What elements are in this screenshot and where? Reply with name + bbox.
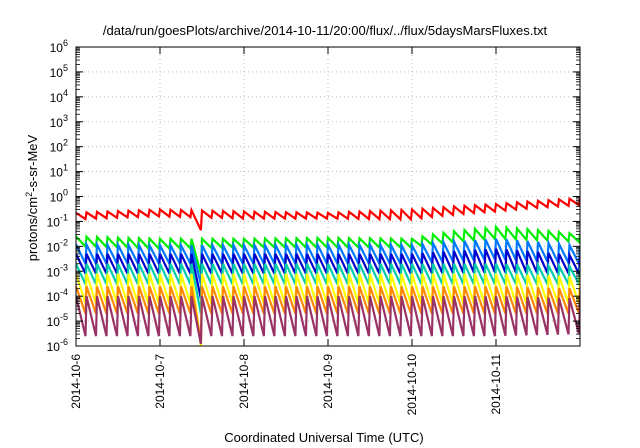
x-tick-label: 2014-10-8 [237, 354, 251, 409]
axis-ticks [75, 46, 580, 347]
series-line-7 [76, 285, 580, 342]
x-tick-label: 2014-10-6 [69, 354, 83, 409]
y-tick-labels: 10-610-510-410-310-210-11001011021031041… [47, 38, 68, 354]
y-tick-base: 10 [50, 191, 64, 205]
y-tick-base: 10 [50, 41, 64, 55]
y-tick-label: 106 [50, 38, 68, 55]
y-axis-label-part-2: -s-sr-MeV [25, 134, 40, 191]
x-tick-label: 2014-10-9 [321, 354, 335, 409]
plot-area [76, 196, 580, 346]
x-tick-label: 2014-10-7 [153, 354, 167, 409]
y-tick-base: 10 [47, 340, 61, 354]
y-tick-base: 10 [50, 116, 64, 130]
y-tick-base: 10 [47, 290, 61, 304]
y-tick-exponent: -5 [60, 312, 68, 322]
y-tick-base: 10 [50, 91, 64, 105]
y-tick-exponent: 4 [63, 88, 68, 98]
x-tick-label: 2014-10-11 [489, 354, 503, 415]
series-line-6 [76, 273, 580, 346]
y-tick-label: 102 [50, 138, 68, 155]
y-tick-base: 10 [47, 215, 61, 229]
y-tick-label: 103 [50, 113, 68, 130]
x-axis-label: Coordinated Universal Time (UTC) [224, 430, 423, 445]
y-tick-exponent: -1 [60, 212, 68, 222]
y-tick-label: 105 [50, 63, 68, 80]
y-tick-label: 100 [50, 188, 68, 205]
x-tick-labels: 2014-10-6 2014-10-7 2014-10-8 2014-10-9 2014… [69, 354, 503, 416]
y-tick-exponent: 5 [63, 63, 68, 73]
y-tick-label: 104 [50, 88, 68, 105]
y-tick-label: 10-1 [47, 212, 68, 229]
y-tick-base: 10 [50, 66, 64, 80]
y-tick-base: 10 [47, 240, 61, 254]
y-tick-base: 10 [50, 141, 64, 155]
y-tick-exponent: -2 [60, 237, 68, 247]
series-line-2 [76, 224, 580, 274]
y-tick-base: 10 [50, 166, 64, 180]
series-line-4 [76, 248, 580, 299]
x-tick-label: 2014-10-10 [405, 354, 419, 416]
y-tick-label: 10-2 [47, 237, 68, 254]
y-axis-label-part-1: protons/cm [25, 197, 40, 261]
y-tick-exponent: 2 [63, 138, 68, 148]
y-tick-label: 101 [50, 163, 68, 180]
series-line-8 [76, 295, 580, 345]
y-tick-exponent: 1 [63, 163, 68, 173]
y-tick-base: 10 [47, 265, 61, 279]
y-axis-label: protons/cm2-s-sr-MeV [24, 134, 40, 261]
series-line-5 [76, 260, 580, 314]
series-line-3 [76, 237, 580, 285]
y-tick-exponent: 0 [63, 188, 68, 198]
y-tick-label: 10-5 [47, 312, 68, 329]
y-tick-base: 10 [47, 315, 61, 329]
y-tick-label: 10-4 [47, 287, 68, 304]
chart-title: /data/run/goesPlots/archive/2014-10-11/2… [103, 23, 548, 38]
y-tick-exponent: 3 [63, 113, 68, 123]
y-tick-exponent: 6 [63, 38, 68, 48]
y-tick-exponent: -4 [60, 287, 68, 297]
y-tick-exponent: -6 [60, 337, 68, 347]
series-line-1 [76, 196, 580, 231]
y-tick-exponent: -3 [60, 262, 68, 272]
y-axis-label-superscript: 2 [24, 192, 34, 197]
y-tick-label: 10-3 [47, 262, 68, 279]
y-tick-label: 10-6 [47, 337, 68, 354]
